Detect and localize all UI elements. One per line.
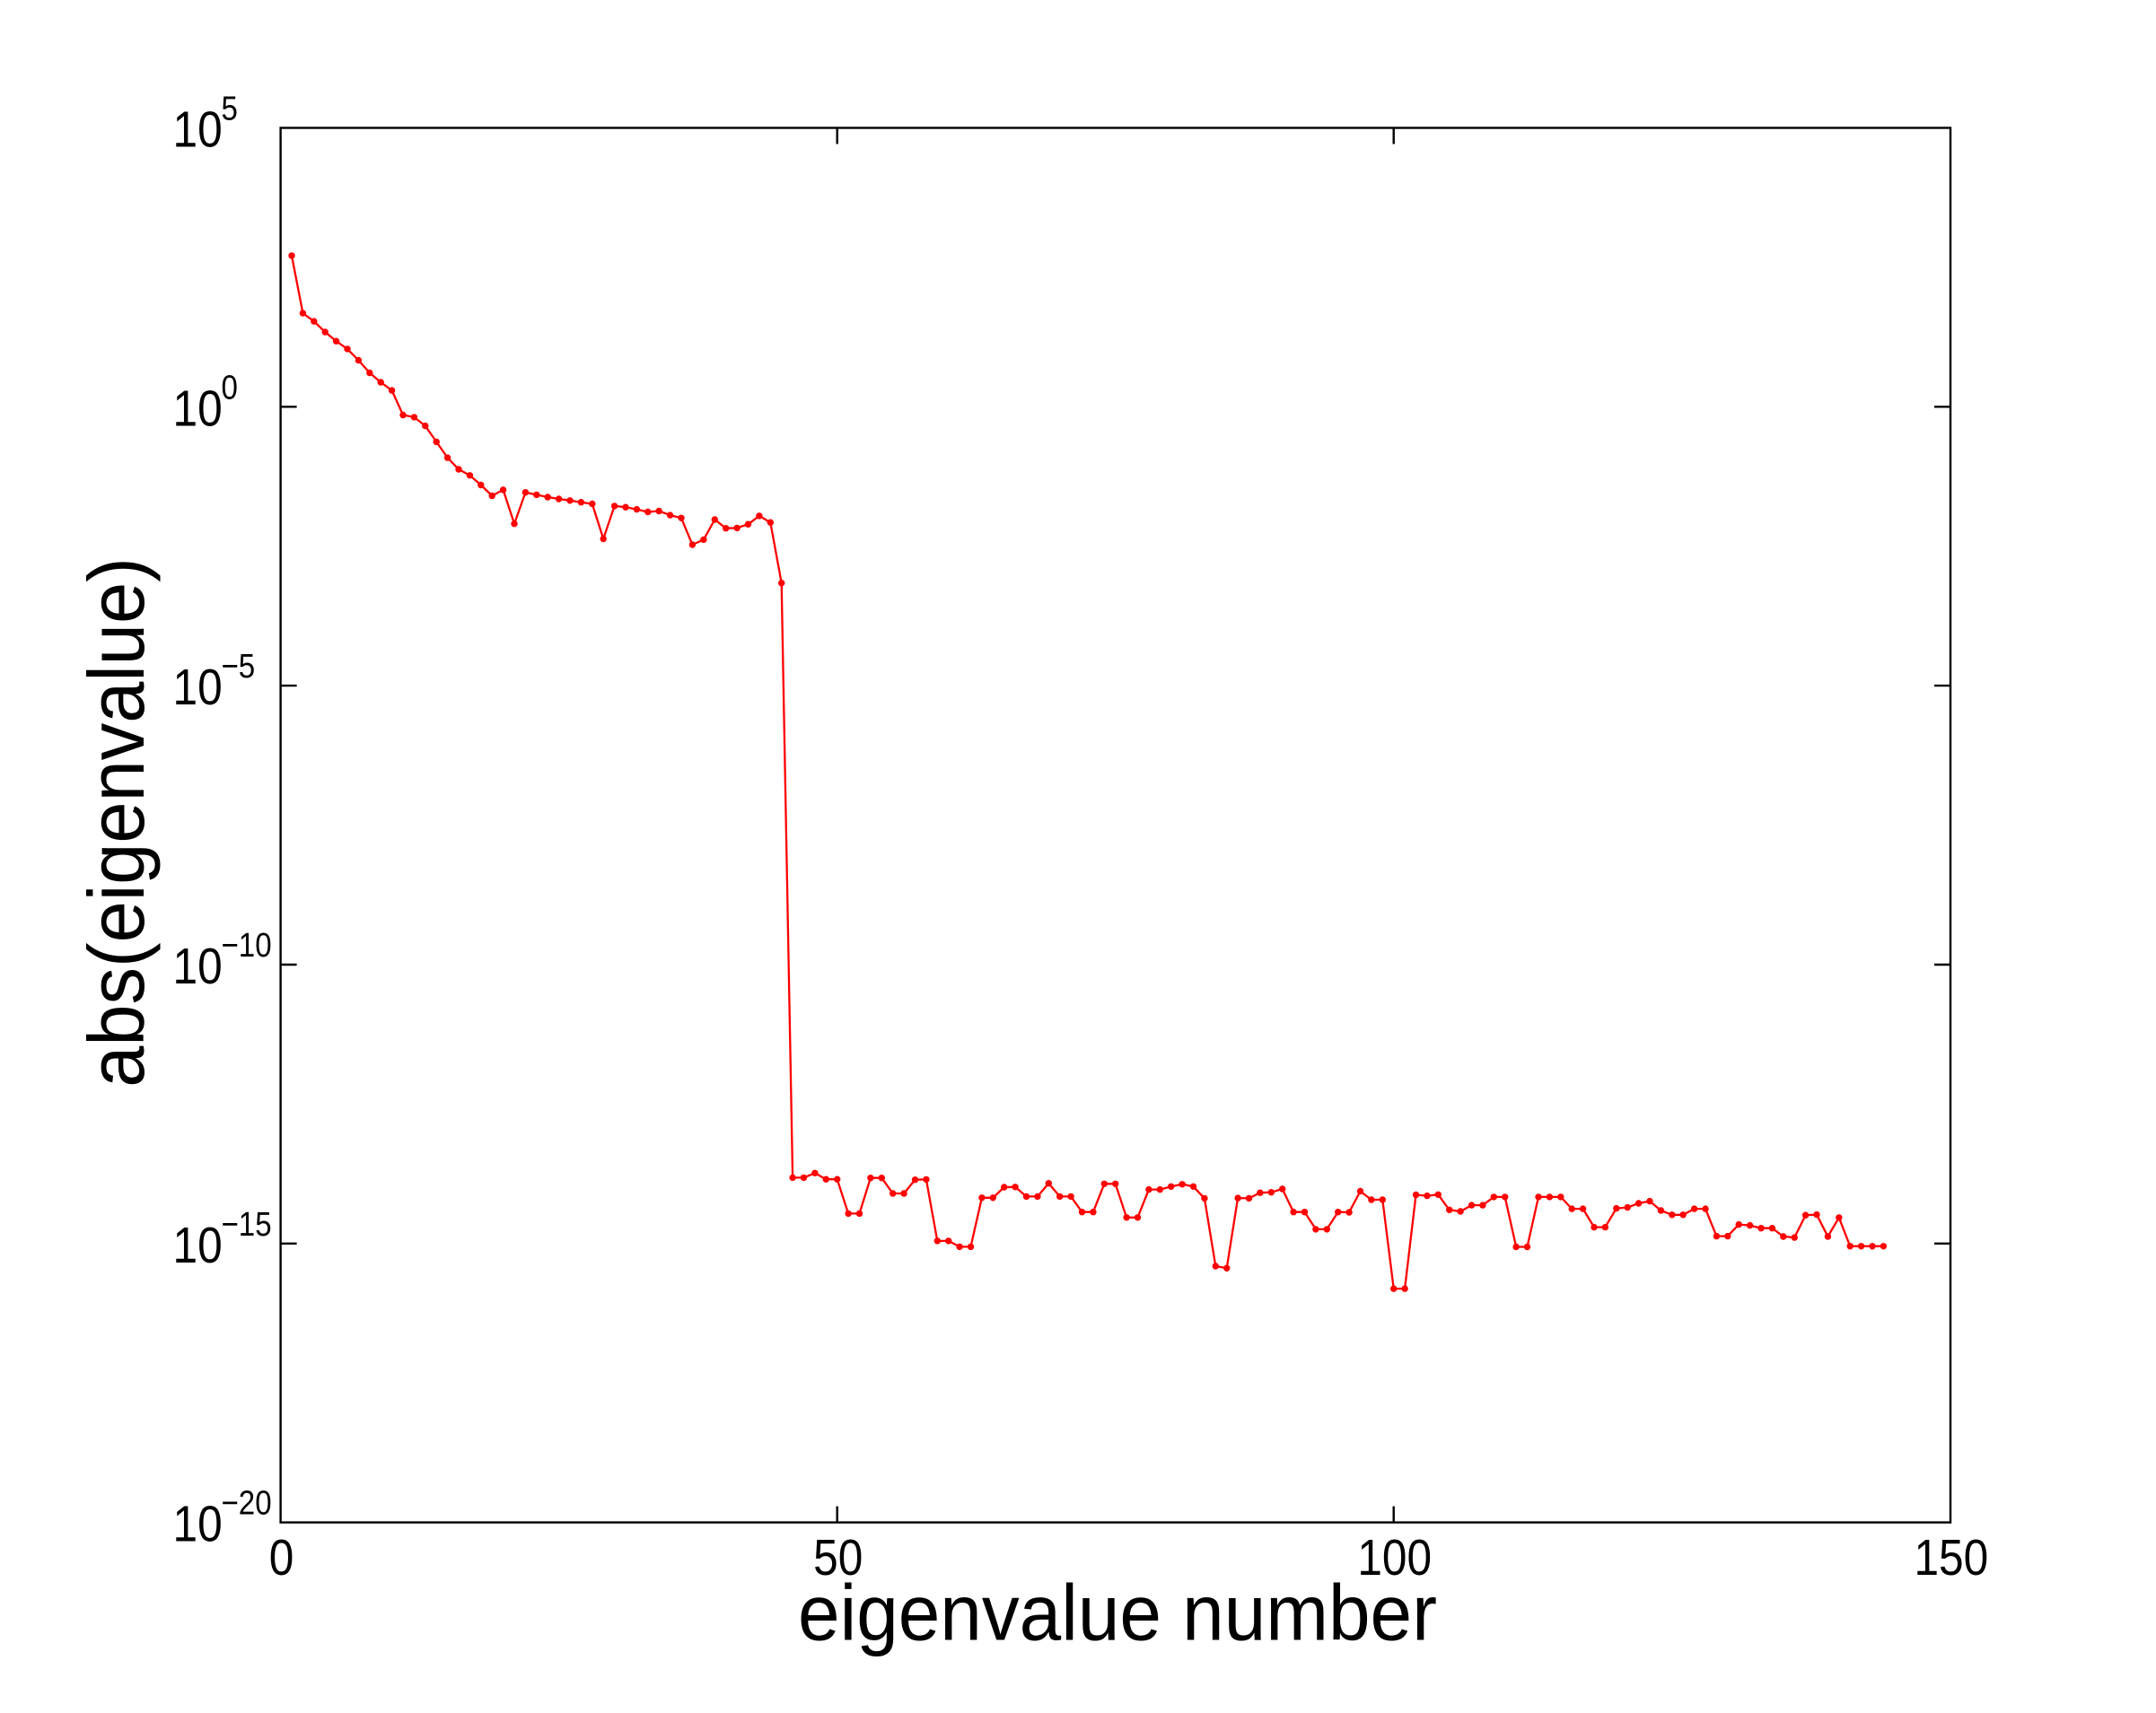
svg-text:−20: −20 <box>222 1485 272 1523</box>
svg-text:10: 10 <box>173 938 223 995</box>
svg-text:eigenvalue number: eigenvalue number <box>798 1569 1437 1657</box>
svg-text:abs(eigenvalue): abs(eigenvalue) <box>72 557 161 1088</box>
svg-text:−5: −5 <box>222 648 256 686</box>
svg-text:5: 5 <box>222 91 238 128</box>
svg-text:0: 0 <box>269 1529 294 1586</box>
svg-text:150: 150 <box>1914 1529 1988 1586</box>
svg-text:0: 0 <box>222 369 238 406</box>
svg-text:10: 10 <box>173 1217 223 1274</box>
svg-text:−10: −10 <box>222 927 272 965</box>
svg-text:10: 10 <box>173 101 223 159</box>
svg-text:−15: −15 <box>222 1206 272 1244</box>
svg-text:100: 100 <box>1357 1529 1432 1586</box>
svg-text:10: 10 <box>173 380 223 437</box>
svg-text:10: 10 <box>173 659 223 716</box>
svg-text:10: 10 <box>173 1496 223 1553</box>
svg-text:50: 50 <box>813 1529 863 1586</box>
